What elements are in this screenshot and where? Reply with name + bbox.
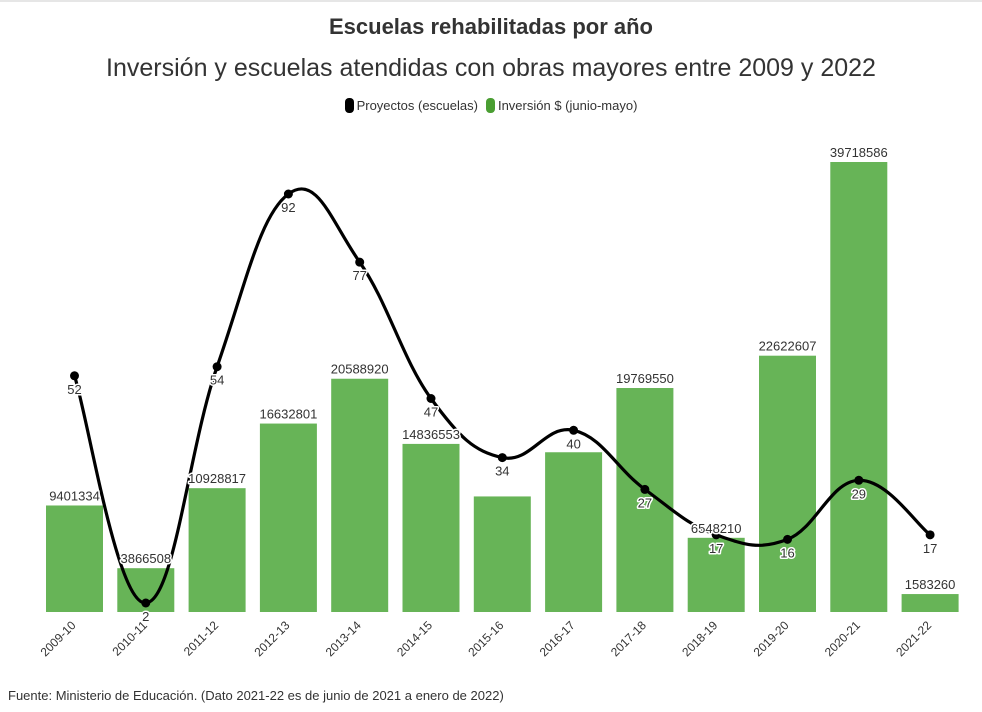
top-border <box>0 0 982 2</box>
x-tick-label: 2015-16 <box>465 618 506 659</box>
line-point <box>497 453 507 463</box>
x-tick-label: 2014-15 <box>394 618 435 659</box>
bar-value-label: 9401334 <box>49 488 100 503</box>
x-tick-label: 2011-12 <box>181 618 222 659</box>
line-value-label: 2 <box>142 609 149 624</box>
x-axis: 2009-10 2010-11 2011-12 2012-13 2013-14 2014-… <box>38 618 935 659</box>
x-tick-label: 2017-18 <box>608 618 649 659</box>
line-value-label: 47 <box>424 405 438 420</box>
line-value-label: 17 <box>709 541 723 556</box>
legend-item-inversion[interactable]: Inversión $ (junio-mayo) <box>485 98 638 113</box>
line-value-label: 34 <box>495 464 509 479</box>
bar <box>259 423 317 612</box>
line-point <box>283 189 293 199</box>
x-tick-label: 2018-19 <box>679 618 720 659</box>
line-series <box>70 187 935 608</box>
bar <box>901 594 959 612</box>
legend: Proyectos (escuelas) Inversión $ (junio-… <box>0 98 982 113</box>
line-point <box>640 484 650 494</box>
bar-value-label: 3866508 <box>120 551 171 566</box>
legend-swatch-inversion <box>485 98 495 113</box>
bar-value-label: 1583260 <box>905 577 956 592</box>
line-value-label: 27 <box>638 495 652 510</box>
line-value-label: 17 <box>923 541 937 556</box>
legend-label-inversion: Inversión $ (junio-mayo) <box>497 98 638 113</box>
bar <box>402 443 460 612</box>
line-point <box>925 530 935 540</box>
bar-value-label: 6548210 <box>691 521 742 536</box>
bar <box>46 505 103 612</box>
line-point <box>70 371 79 381</box>
legend-item-proyectos[interactable]: Proyectos (escuelas) <box>344 98 478 113</box>
bar <box>830 162 888 612</box>
chart-subtitle: Inversión y escuelas atendidas con obras… <box>106 54 876 82</box>
legend-swatch-proyectos <box>344 98 354 113</box>
line-value-label: 40 <box>566 436 580 451</box>
line-point <box>711 530 721 540</box>
line-value-label: 52 <box>67 382 81 397</box>
bar-value-label: 10928817 <box>188 471 246 486</box>
x-tick-label: 2019-20 <box>751 618 792 659</box>
bar <box>759 355 816 612</box>
x-tick-label: 2013-14 <box>323 618 364 659</box>
bar-series <box>46 162 959 612</box>
line-point <box>854 475 864 485</box>
bar <box>188 488 246 612</box>
line-point <box>783 534 792 544</box>
line-point <box>426 394 436 403</box>
bar <box>473 496 531 612</box>
chart-title: Escuelas rehabilitadas por año <box>328 14 653 39</box>
line-value-label: 77 <box>352 268 366 283</box>
line-point <box>355 257 365 267</box>
bar <box>687 537 745 612</box>
x-tick-label: 2020-21 <box>822 618 863 659</box>
bar-value-label: 39718586 <box>830 145 888 160</box>
bar-value-label: 20588920 <box>331 362 389 377</box>
x-tick-label: 2009-10 <box>38 618 79 659</box>
line-point <box>141 598 151 608</box>
line-point <box>212 362 222 372</box>
line-labels: 52 2 54 92 77 47 34 40 27 17 16 29 17 <box>66 199 939 626</box>
x-tick-label: 2012-13 <box>251 618 292 659</box>
x-tick-label: 2016-17 <box>537 618 578 659</box>
legend-label-proyectos: Proyectos (escuelas) <box>356 98 478 113</box>
line-point <box>569 425 579 435</box>
line-value-label: 92 <box>281 200 295 215</box>
bar <box>616 388 674 612</box>
bar <box>331 378 389 612</box>
x-tick-label: 2010-11 <box>110 618 151 659</box>
line-value-label: 16 <box>780 545 794 560</box>
x-tick-label: 2021-22 <box>893 618 934 659</box>
bar-value-label: 14836553 <box>402 427 460 442</box>
line-value-label: 54 <box>210 373 224 388</box>
source-footnote: Fuente: Ministerio de Educación. (Dato 2… <box>8 688 504 703</box>
line-value-label: 29 <box>852 486 866 501</box>
bar-value-label: 22622607 <box>759 339 817 354</box>
bar <box>545 452 603 612</box>
bar-value-label: 16632801 <box>259 407 317 422</box>
bar-value-label: 19769550 <box>616 371 674 386</box>
bar-labels: 9401334 3866508 10928817 16632801 20588920 14… <box>48 144 957 594</box>
